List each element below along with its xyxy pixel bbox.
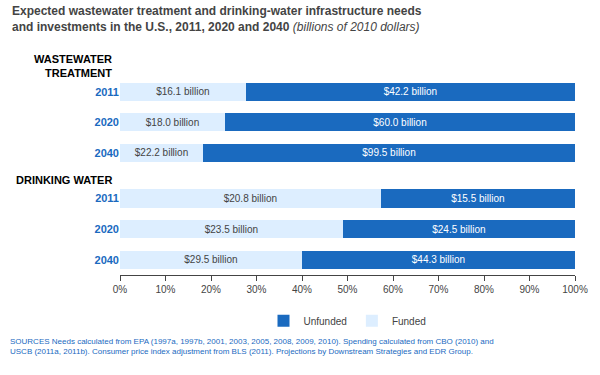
svg-text:50%: 50% [337,284,357,295]
svg-text:$29.5 billion: $29.5 billion [184,254,237,265]
svg-text:20%: 20% [201,284,221,295]
svg-text:2040: 2040 [95,147,119,159]
svg-text:2011: 2011 [95,86,119,98]
svg-text:$20.8 billion: $20.8 billion [224,193,277,204]
svg-text:70%: 70% [428,284,448,295]
svg-text:2011: 2011 [95,192,119,204]
svg-text:2020: 2020 [95,116,119,128]
svg-text:2020: 2020 [95,223,119,235]
svg-text:WASTEWATERTREATMENT: WASTEWATERTREATMENT [34,53,112,79]
svg-text:SOURCES Needs calculated from: SOURCES Needs calculated from EPA (1997a… [10,337,494,356]
svg-text:$23.5 billion: $23.5 billion [205,224,258,235]
svg-text:90%: 90% [519,284,539,295]
svg-text:100%: 100% [562,284,588,295]
svg-text:$24.5 billion: $24.5 billion [432,224,485,235]
svg-text:0%: 0% [113,284,128,295]
svg-text:$99.5 billion: $99.5 billion [362,147,415,158]
svg-text:$42.2 billion: $42.2 billion [384,86,437,97]
svg-text:DRINKING WATER: DRINKING WATER [16,174,112,186]
svg-text:Expected wastewater treatment: Expected wastewater treatment and drinki… [12,4,422,34]
svg-text:80%: 80% [474,284,494,295]
svg-text:Unfunded: Unfunded [304,316,347,327]
svg-text:$22.2 billion: $22.2 billion [135,147,188,158]
svg-text:2040: 2040 [95,254,119,266]
svg-text:$16.1 billion: $16.1 billion [156,86,209,97]
svg-text:$18.0 billion: $18.0 billion [146,117,199,128]
svg-text:$44.3 billion: $44.3 billion [412,254,465,265]
svg-text:40%: 40% [292,284,312,295]
svg-text:30%: 30% [246,284,266,295]
svg-text:10%: 10% [155,284,175,295]
svg-text:60%: 60% [383,284,403,295]
svg-text:$15.5 billion: $15.5 billion [451,193,504,204]
svg-text:$60.0 billion: $60.0 billion [373,117,426,128]
svg-text:Funded: Funded [392,316,426,327]
